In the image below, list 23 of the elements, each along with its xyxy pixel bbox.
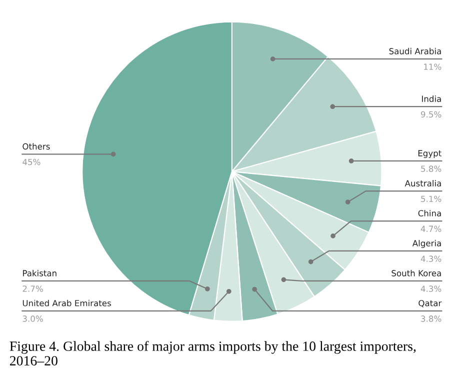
data-label: 3.8% bbox=[421, 316, 442, 322]
slice-label: United Arab Emirates bbox=[22, 300, 111, 306]
data-label: 9.5% bbox=[421, 111, 442, 118]
slice-label: Australia bbox=[404, 180, 441, 186]
slice-label: South Korea bbox=[392, 270, 441, 276]
data-label: 5.1% bbox=[421, 196, 442, 202]
slice-label: Algeria bbox=[412, 240, 441, 248]
data-label: 4.3% bbox=[420, 286, 442, 292]
data-label: 3.0% bbox=[22, 316, 43, 322]
data-label: 45% bbox=[22, 158, 40, 166]
data-label: 11% bbox=[424, 64, 442, 70]
slice-label: Others bbox=[22, 143, 50, 150]
slice-label: Egypt bbox=[418, 150, 442, 158]
slice-label: Qatar bbox=[418, 300, 442, 308]
slice-label: Pakistan bbox=[23, 270, 56, 276]
slice-label: China bbox=[418, 210, 441, 216]
slice-label: Saudi Arabia bbox=[389, 48, 441, 54]
data-label: 4.3% bbox=[420, 256, 442, 262]
data-label: 2.7% bbox=[22, 286, 43, 292]
data-label: 4.7% bbox=[420, 226, 442, 232]
data-label: 5.8% bbox=[421, 166, 442, 172]
slice-label: India bbox=[422, 96, 441, 102]
text: Figure 4. Global share of major arms imports by the 10 largest importers, 2016–20 bbox=[10, 340, 416, 366]
